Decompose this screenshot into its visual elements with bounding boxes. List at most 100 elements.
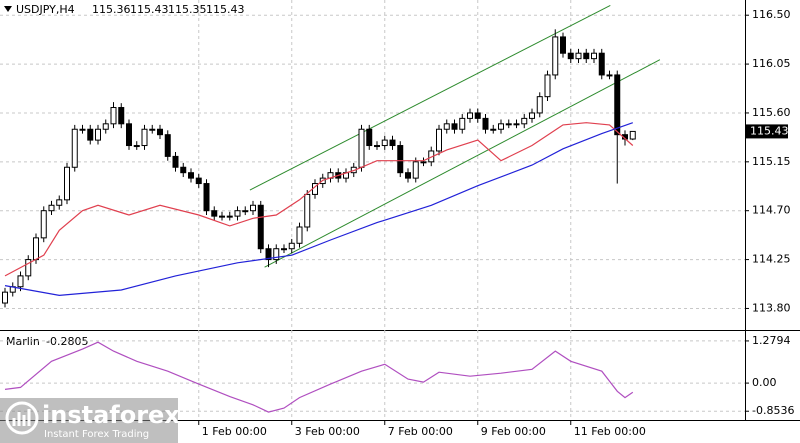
ohlc-low: 115.35 (168, 3, 207, 16)
y-tick-label: 0.00 (752, 376, 777, 389)
logo-tagline: Instant Forex Trading (44, 429, 149, 440)
y-tick-label: 115.15 (752, 155, 791, 168)
indicator-name: Marlin (6, 335, 40, 348)
candle-body (195, 177, 202, 185)
y-tick-label: 114.25 (752, 253, 791, 266)
candle-body (33, 237, 39, 261)
candle-body (211, 210, 218, 217)
candle-body (188, 172, 194, 179)
candle-body (64, 166, 70, 201)
candle-body (513, 123, 520, 126)
last-price-box (746, 124, 788, 139)
candle-body (242, 210, 249, 213)
candle-body (133, 145, 140, 148)
menu-arrow (4, 6, 12, 12)
x-tick-label: 7 Feb 00:00 (388, 425, 453, 438)
candle-body (459, 117, 466, 130)
candle-body (102, 123, 109, 130)
candle-body (126, 123, 132, 147)
candle-body (521, 117, 528, 125)
indicator-line (4, 341, 634, 413)
candle-body (48, 204, 55, 212)
candle-body (40, 210, 47, 239)
logo-bars (12, 409, 31, 426)
candle-body (273, 248, 280, 261)
candle-body (536, 96, 543, 114)
y-tick-label: 115.60 (752, 106, 791, 119)
x-tick-label: 1 Feb 00:00 (202, 425, 267, 438)
x-tick-label: 3 Feb 00:00 (295, 425, 360, 438)
candle-body (405, 172, 411, 179)
y-tick-label: 116.05 (752, 57, 791, 70)
candle-body (467, 112, 473, 119)
moving-average (4, 122, 633, 297)
candle-body (560, 36, 566, 54)
candle-body (629, 130, 636, 140)
candle-body (296, 226, 303, 244)
candle-body (606, 74, 613, 77)
candle-body (474, 112, 481, 119)
candle-body (257, 204, 264, 250)
candle-body (544, 74, 551, 98)
candle-body (583, 52, 590, 60)
candle-body (381, 139, 388, 147)
candle-body (288, 242, 295, 250)
x-tick-label: 9 Feb 00:00 (481, 425, 546, 438)
y-tick-label: 116.50 (752, 8, 791, 21)
candle-body (250, 204, 256, 212)
symbol: USDJPY,H4 (16, 3, 75, 16)
candle-body (164, 134, 171, 157)
logo-brand: instaforex (42, 401, 180, 429)
ohlc-close: 115.43 (206, 3, 245, 16)
candle-body (157, 128, 163, 136)
candle-body (149, 128, 156, 131)
candle-body (443, 123, 450, 130)
logo-icon (5, 401, 39, 435)
candle-body (226, 215, 233, 218)
candle-body (505, 123, 512, 126)
candle-body (412, 161, 419, 179)
candle-body (358, 128, 365, 168)
candle-body (389, 139, 396, 147)
candle-body (79, 128, 86, 131)
candle-body (95, 128, 101, 141)
candle-body (436, 128, 442, 152)
x-tick-label: 11 Feb 00:00 (574, 425, 646, 438)
indicator-value: -0.2805 (46, 335, 88, 348)
candle-body (180, 166, 187, 174)
y-tick-label: 114.70 (752, 204, 791, 217)
candle-body (118, 107, 125, 125)
candle-body (591, 52, 597, 60)
candle-body (366, 128, 373, 147)
candle-body (172, 155, 179, 168)
candle-body (420, 161, 427, 164)
ohlc-open: 115.36 (92, 3, 131, 16)
candle-body (598, 52, 605, 76)
y-tick-label: 1.2794 (752, 334, 791, 347)
candle-body (203, 183, 210, 212)
candle-body (304, 193, 311, 228)
candle-body (87, 128, 94, 141)
candle-body (219, 215, 225, 218)
candle-body (2, 291, 8, 304)
candle-body (490, 128, 497, 131)
candle-body (141, 128, 148, 147)
candle-body (397, 145, 404, 174)
candle-body (482, 117, 489, 130)
candle-body (56, 199, 63, 206)
candle-body (71, 128, 78, 168)
trendline (249, 4, 611, 191)
y-tick-label: -0.8536 (752, 404, 794, 417)
candle-body (374, 145, 380, 148)
candle-body (529, 112, 535, 119)
candle-body (614, 74, 621, 136)
candle-body (17, 275, 24, 288)
candle-body (451, 123, 458, 130)
candle-body (25, 259, 32, 277)
candle-body (575, 52, 582, 60)
trendline (264, 59, 661, 268)
candle-body (110, 107, 117, 125)
